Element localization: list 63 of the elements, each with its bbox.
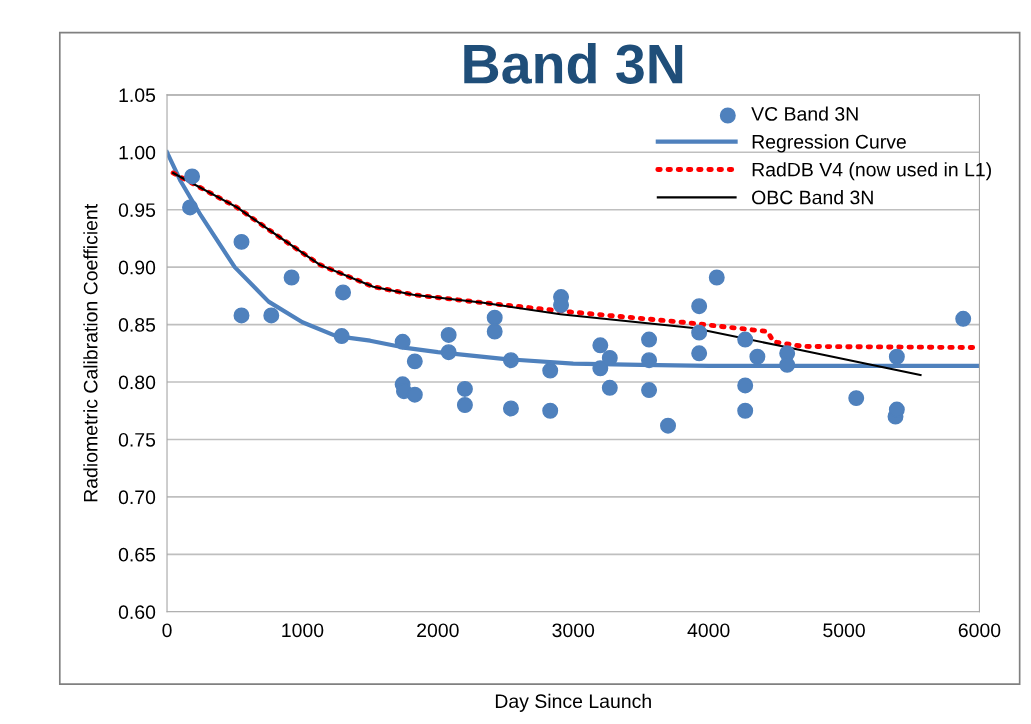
y-axis-title: Radiometric Calibration Coefficient	[83, 203, 98, 502]
y-tick-label: 1.00	[119, 145, 156, 160]
point	[263, 307, 280, 324]
point	[592, 337, 609, 354]
legend-label: RadDB V4 (now used in L1)	[752, 162, 991, 181]
x-axis-title: Day Since Launch	[495, 693, 651, 712]
x-tick-label: 6000	[958, 623, 1001, 638]
y-tick-label: 0.70	[118, 490, 156, 505]
legend-label: VC Band 3N	[751, 106, 858, 121]
point	[641, 331, 658, 348]
point	[888, 348, 905, 365]
legend-label: OBC Band 3N	[752, 190, 873, 205]
point	[184, 168, 201, 185]
point	[456, 397, 473, 413]
chart-title: Band 3N	[464, 43, 683, 84]
point	[737, 377, 754, 394]
point	[641, 382, 658, 399]
point	[233, 233, 250, 250]
point	[486, 323, 503, 340]
point	[233, 307, 250, 324]
point	[641, 352, 658, 369]
x-tick-label: 4000	[687, 623, 730, 638]
point	[601, 379, 618, 396]
point	[335, 284, 352, 301]
point	[456, 380, 473, 397]
x-tick-label: 1000	[282, 623, 324, 638]
y-tick-label: 0.65	[118, 547, 156, 562]
y-tick-label: 0.85	[118, 318, 156, 332]
point	[542, 402, 559, 419]
point	[708, 269, 725, 286]
point	[592, 360, 609, 377]
point	[737, 402, 754, 419]
point	[502, 400, 519, 417]
y-tick-label: 0.95	[118, 203, 156, 217]
point	[440, 344, 457, 361]
point	[542, 362, 559, 379]
x-tick-label: 2000	[417, 623, 459, 638]
point	[691, 324, 708, 341]
point	[406, 353, 423, 370]
x-tick-label: 0	[162, 623, 172, 638]
y-tick-label: 1.05	[119, 88, 156, 103]
x-tick-label: 5000	[823, 623, 865, 638]
point	[749, 348, 766, 365]
point	[502, 352, 519, 369]
point	[283, 269, 300, 286]
y-tick-label: 0.75	[118, 432, 156, 447]
point	[660, 417, 676, 434]
point	[333, 328, 350, 345]
point	[440, 326, 457, 343]
y-tick-label: 0.60	[118, 605, 156, 620]
point	[848, 390, 865, 407]
y-tick-label: 0.90	[118, 260, 156, 275]
point	[691, 345, 708, 362]
y-tick-label: 0.80	[118, 375, 156, 390]
point	[182, 199, 199, 216]
legend-label: Regression Curve	[752, 134, 906, 153]
point	[737, 331, 754, 348]
point	[406, 386, 423, 403]
point	[394, 333, 411, 350]
point	[691, 298, 708, 315]
point	[955, 310, 972, 327]
point	[486, 309, 503, 326]
x-tick-label: 3000	[552, 623, 595, 638]
